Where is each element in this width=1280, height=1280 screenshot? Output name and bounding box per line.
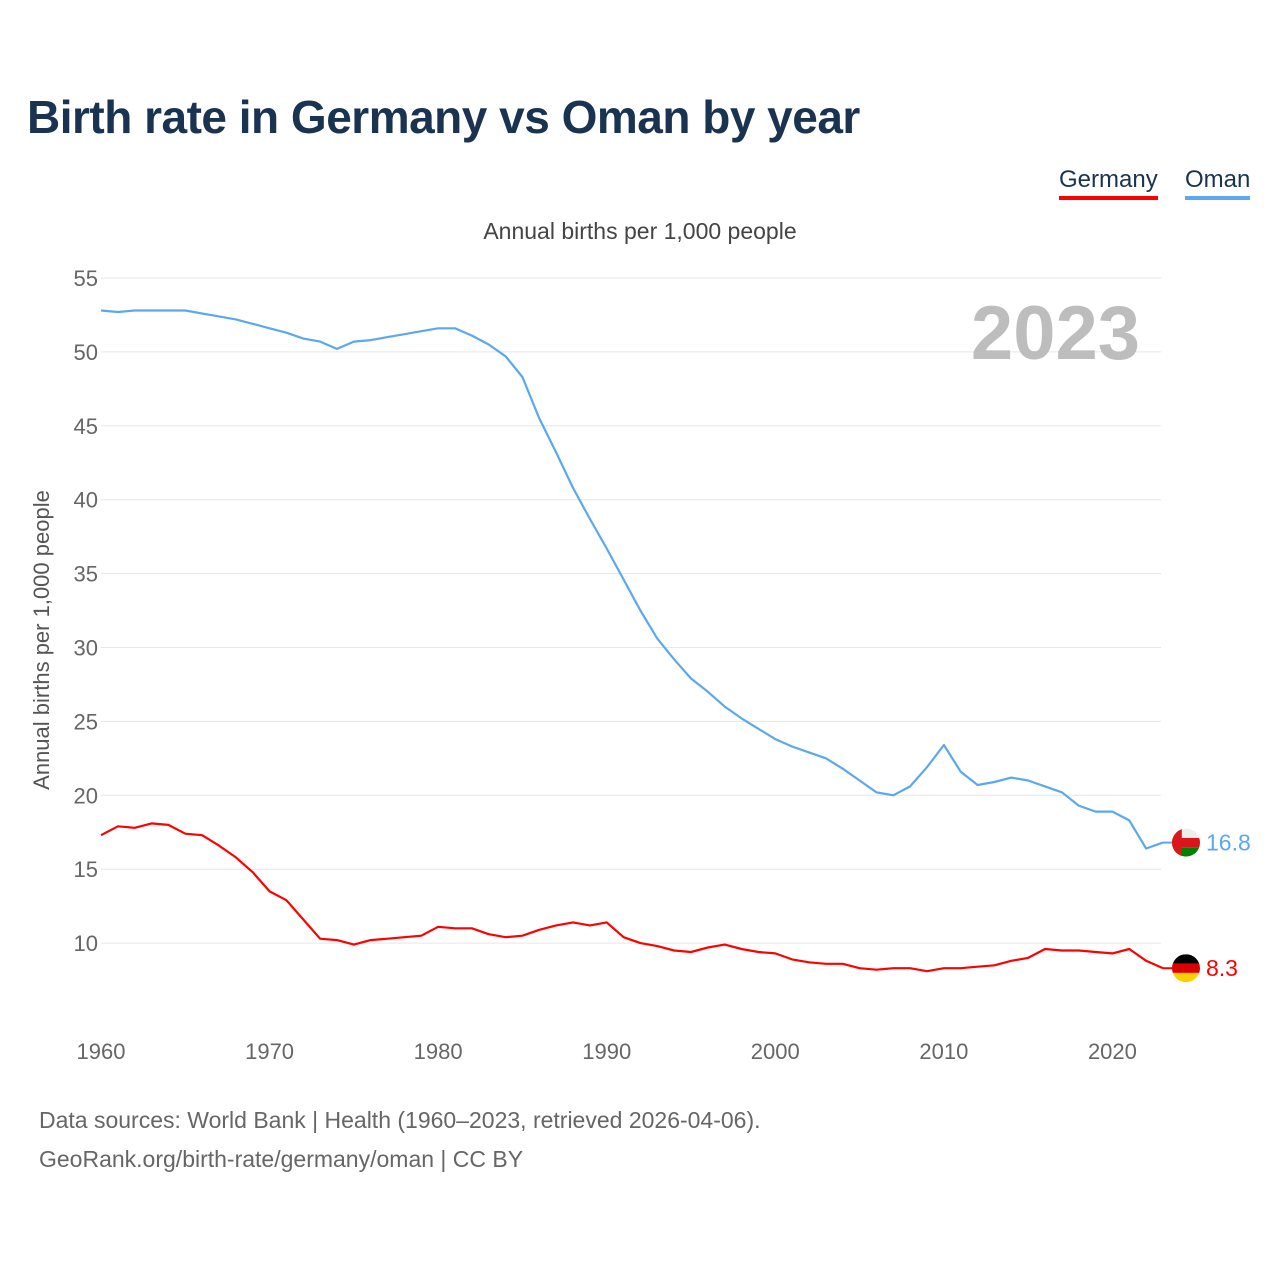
x-tick-label: 1960 xyxy=(77,1039,126,1064)
chart-title: Birth rate in Germany vs Oman by year xyxy=(27,91,860,143)
series-line-germany xyxy=(100,822,1164,973)
x-tick-label: 1980 xyxy=(414,1039,463,1064)
y-tick-label: 15 xyxy=(74,857,98,882)
flag-body xyxy=(1172,954,1200,983)
legend-oman[interactable]: Oman xyxy=(1185,166,1251,200)
y-tick-label: 30 xyxy=(74,636,98,661)
y-tick-label: 35 xyxy=(74,562,98,587)
y-tick-label: 50 xyxy=(74,340,98,365)
flag-stripe xyxy=(1172,828,1200,838)
end-value-label: 16.8 xyxy=(1206,830,1251,856)
flag-stripe xyxy=(1172,828,1182,857)
x-tick-label: 2000 xyxy=(751,1039,800,1064)
y-tick-label: 10 xyxy=(74,931,98,956)
germany-flag-icon xyxy=(1172,954,1200,983)
flag-body xyxy=(1172,828,1200,857)
flag-stripe xyxy=(1172,963,1200,973)
flag-stripe xyxy=(1172,954,1200,964)
oman-flag-icon xyxy=(1172,828,1200,857)
x-tick-label: 1990 xyxy=(582,1039,631,1064)
x-tick-label: 2010 xyxy=(919,1039,968,1064)
flag-stripe xyxy=(1172,847,1200,857)
current-year-label: 2023 xyxy=(970,291,1140,376)
data-source: Data sources: World Bank | Health (1960–… xyxy=(39,1107,761,1133)
x-tick-label: 2020 xyxy=(1088,1039,1137,1064)
y-tick-label: 20 xyxy=(74,783,98,808)
y-tick-label: 25 xyxy=(74,709,98,734)
y-tick-label: 45 xyxy=(74,414,98,439)
series-line-oman xyxy=(100,309,1164,850)
y-tick-label: 55 xyxy=(74,266,98,291)
flag-stripe xyxy=(1172,972,1200,983)
x-tick-label: 1970 xyxy=(245,1039,294,1064)
flag-stripe xyxy=(1172,837,1200,848)
source-link[interactable]: GeoRank.org/birth-rate/germany/oman | CC… xyxy=(39,1146,524,1172)
legend-germany[interactable]: Germany xyxy=(1059,166,1158,200)
end-value-label: 8.3 xyxy=(1206,955,1238,981)
y-tick-label: 40 xyxy=(74,488,98,513)
chart-subtitle: Annual births per 1,000 people xyxy=(483,218,797,244)
